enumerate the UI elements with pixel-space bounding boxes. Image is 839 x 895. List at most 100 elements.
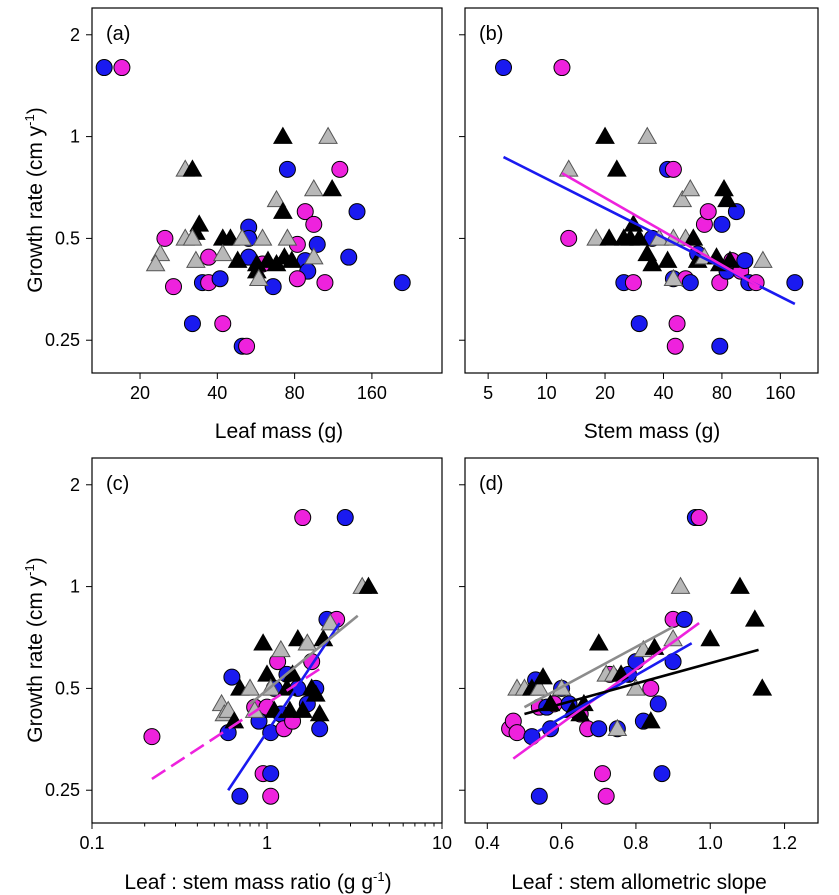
triangle-marker — [292, 700, 313, 718]
triangle-marker — [277, 228, 298, 246]
triangle-marker — [227, 250, 248, 268]
circle-marker — [113, 59, 131, 77]
circle-marker — [653, 765, 671, 783]
y-tick-label: 1 — [70, 577, 80, 597]
circle-marker — [624, 274, 642, 292]
triangle-marker — [752, 250, 773, 268]
triangle-marker — [322, 178, 342, 197]
triangle-marker — [318, 126, 338, 144]
fit-line — [249, 614, 359, 705]
triangle-marker — [279, 700, 300, 718]
triangle-marker — [642, 254, 663, 272]
circle-marker — [727, 203, 745, 221]
triangle-marker — [680, 178, 701, 197]
triangle-marker — [533, 667, 553, 685]
x-tick-label: 5 — [483, 383, 493, 403]
triangle-marker — [266, 189, 287, 208]
triangle-marker — [595, 126, 615, 144]
xlabel-c: Leaf : stem mass ratio (g g-1) — [124, 869, 391, 894]
x-tick-label: 0.1 — [79, 833, 104, 853]
circle-marker — [95, 59, 113, 77]
triangle-marker — [273, 201, 293, 219]
triangle-marker — [218, 700, 239, 718]
x-tick-label: 160 — [765, 383, 795, 403]
triangle-marker — [305, 684, 326, 702]
circle-marker — [736, 252, 754, 270]
circle-marker — [183, 315, 201, 333]
circle-marker — [156, 229, 174, 247]
circle-marker — [630, 315, 648, 333]
circle-marker — [553, 59, 571, 77]
triangle-marker — [744, 609, 765, 627]
circle-marker — [308, 235, 326, 253]
circle-marker — [143, 728, 161, 746]
circle-marker — [593, 765, 611, 783]
triangle-marker — [257, 664, 277, 682]
panel-label: (d) — [479, 473, 503, 495]
triangle-marker — [297, 633, 318, 651]
x-tick-label: 80 — [712, 383, 732, 403]
panel-b: (b) 5 10 20 40 80 160 — [459, 7, 819, 403]
triangle-marker — [529, 678, 550, 696]
circle-marker — [278, 160, 296, 178]
triangle-marker — [253, 633, 273, 651]
panel-label: (c) — [106, 473, 129, 495]
x-tick-label: 1.0 — [698, 833, 723, 853]
triangle-marker — [670, 576, 691, 594]
triangle-marker — [273, 126, 293, 144]
triangle-marker — [657, 250, 678, 268]
circle-marker — [668, 315, 686, 333]
fit-line — [534, 642, 693, 734]
triangle-marker — [303, 178, 324, 197]
triangle-marker — [240, 678, 260, 696]
y-tick-label: 0.5 — [55, 678, 80, 698]
y-tick-label: 0.25 — [45, 780, 80, 800]
circle-marker — [296, 203, 314, 221]
circle-marker — [262, 765, 280, 783]
x-tick-label: 0.8 — [623, 833, 648, 853]
x-tick-label: 10 — [432, 833, 452, 853]
x-tick-label: 1 — [262, 833, 272, 853]
triangle-marker — [309, 704, 330, 722]
triangle-marker — [700, 628, 721, 647]
circle-marker — [495, 59, 513, 77]
circle-marker — [238, 337, 256, 355]
fit-line — [151, 665, 325, 781]
triangle-marker — [248, 268, 269, 286]
circle-marker — [713, 215, 731, 233]
circle-marker — [214, 315, 232, 333]
triangle-marker — [224, 711, 245, 729]
triangle-marker — [663, 268, 684, 286]
ylabel-bottom: Growth rate (cm y-1) — [22, 557, 47, 742]
circle-marker — [690, 509, 708, 527]
triangle-marker — [145, 254, 166, 272]
circle-marker — [699, 203, 717, 221]
y-tick-label: 2 — [70, 25, 80, 45]
triangle-marker — [752, 678, 773, 696]
triangle-marker — [606, 159, 627, 177]
x-tick-label: 40 — [653, 383, 673, 403]
triangle-marker — [320, 613, 341, 631]
triangle-marker — [672, 189, 693, 208]
triangle-marker — [287, 628, 308, 647]
ylabel-top: Growth rate (cm y-1) — [22, 107, 47, 292]
circle-marker — [305, 215, 323, 233]
circle-marker — [288, 270, 306, 288]
xlabel-a: Leaf mass (g) — [215, 420, 343, 443]
circle-marker — [211, 270, 229, 288]
triangle-marker — [303, 247, 324, 265]
circle-marker — [164, 278, 182, 296]
circle-marker — [560, 229, 578, 247]
fit-line — [227, 622, 341, 791]
panel-c: (c) 0.25 0.5 1 2 0.1 1 10 — [45, 457, 452, 853]
x-tick-label: 80 — [285, 383, 305, 403]
triangle-marker — [588, 633, 609, 651]
circle-marker — [393, 274, 411, 292]
circle-marker — [348, 203, 366, 221]
circle-marker — [508, 724, 526, 742]
x-tick-label: 20 — [130, 383, 150, 403]
circle-marker — [590, 720, 608, 738]
triangle-marker — [182, 159, 203, 177]
triangle-marker — [186, 250, 206, 268]
